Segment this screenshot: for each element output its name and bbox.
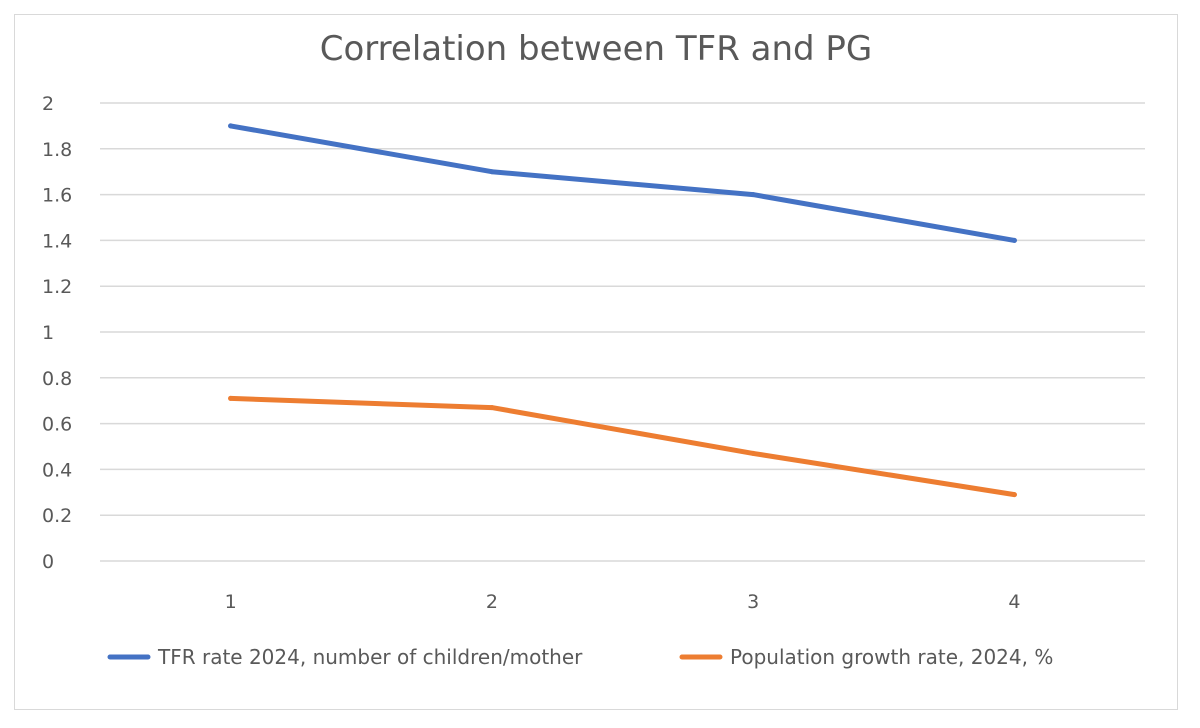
y-tick-label: 1 <box>42 322 54 344</box>
x-tick-label: 4 <box>1008 591 1020 613</box>
y-tick-label: 0.6 <box>42 414 72 436</box>
y-tick-label: 0.8 <box>42 368 72 390</box>
y-tick-label: 0.4 <box>42 459 72 481</box>
series-line-1 <box>228 123 1017 243</box>
y-tick-label: 0.2 <box>42 505 72 527</box>
data-point <box>1011 492 1017 498</box>
legend: TFR rate 2024, number of children/mother… <box>107 645 1053 669</box>
y-tick-label: 1.2 <box>42 276 72 298</box>
data-point <box>489 169 495 175</box>
x-axis-ticks: 1 2 3 4 <box>225 591 1021 613</box>
x-tick-label: 1 <box>225 591 237 613</box>
data-point <box>750 450 756 456</box>
y-axis-ticks: 0 0.2 0.4 0.6 0.8 1 1.2 1.4 1.6 1.8 2 <box>42 93 72 573</box>
data-point <box>750 192 756 198</box>
legend-label: Population growth rate, 2024, % <box>730 645 1053 669</box>
chart-frame <box>14 14 1178 710</box>
y-tick-label: 1.4 <box>42 230 72 252</box>
data-point <box>489 405 495 411</box>
y-tick-label: 2 <box>42 93 54 115</box>
gridlines <box>100 102 1145 562</box>
x-tick-label: 3 <box>747 591 759 613</box>
data-point <box>228 123 234 129</box>
x-tick-label: 2 <box>486 591 498 613</box>
y-tick-label: 1.6 <box>42 185 72 207</box>
legend-label: TFR rate 2024, number of children/mother <box>157 645 583 669</box>
y-tick-label: 1.8 <box>42 139 72 161</box>
series-lines <box>228 123 1017 498</box>
chart-title: Correlation between TFR and PG <box>320 29 873 69</box>
y-tick-label: 0 <box>42 551 54 573</box>
series-line-2 <box>228 395 1017 498</box>
data-point <box>228 395 234 401</box>
data-point <box>1011 237 1017 243</box>
